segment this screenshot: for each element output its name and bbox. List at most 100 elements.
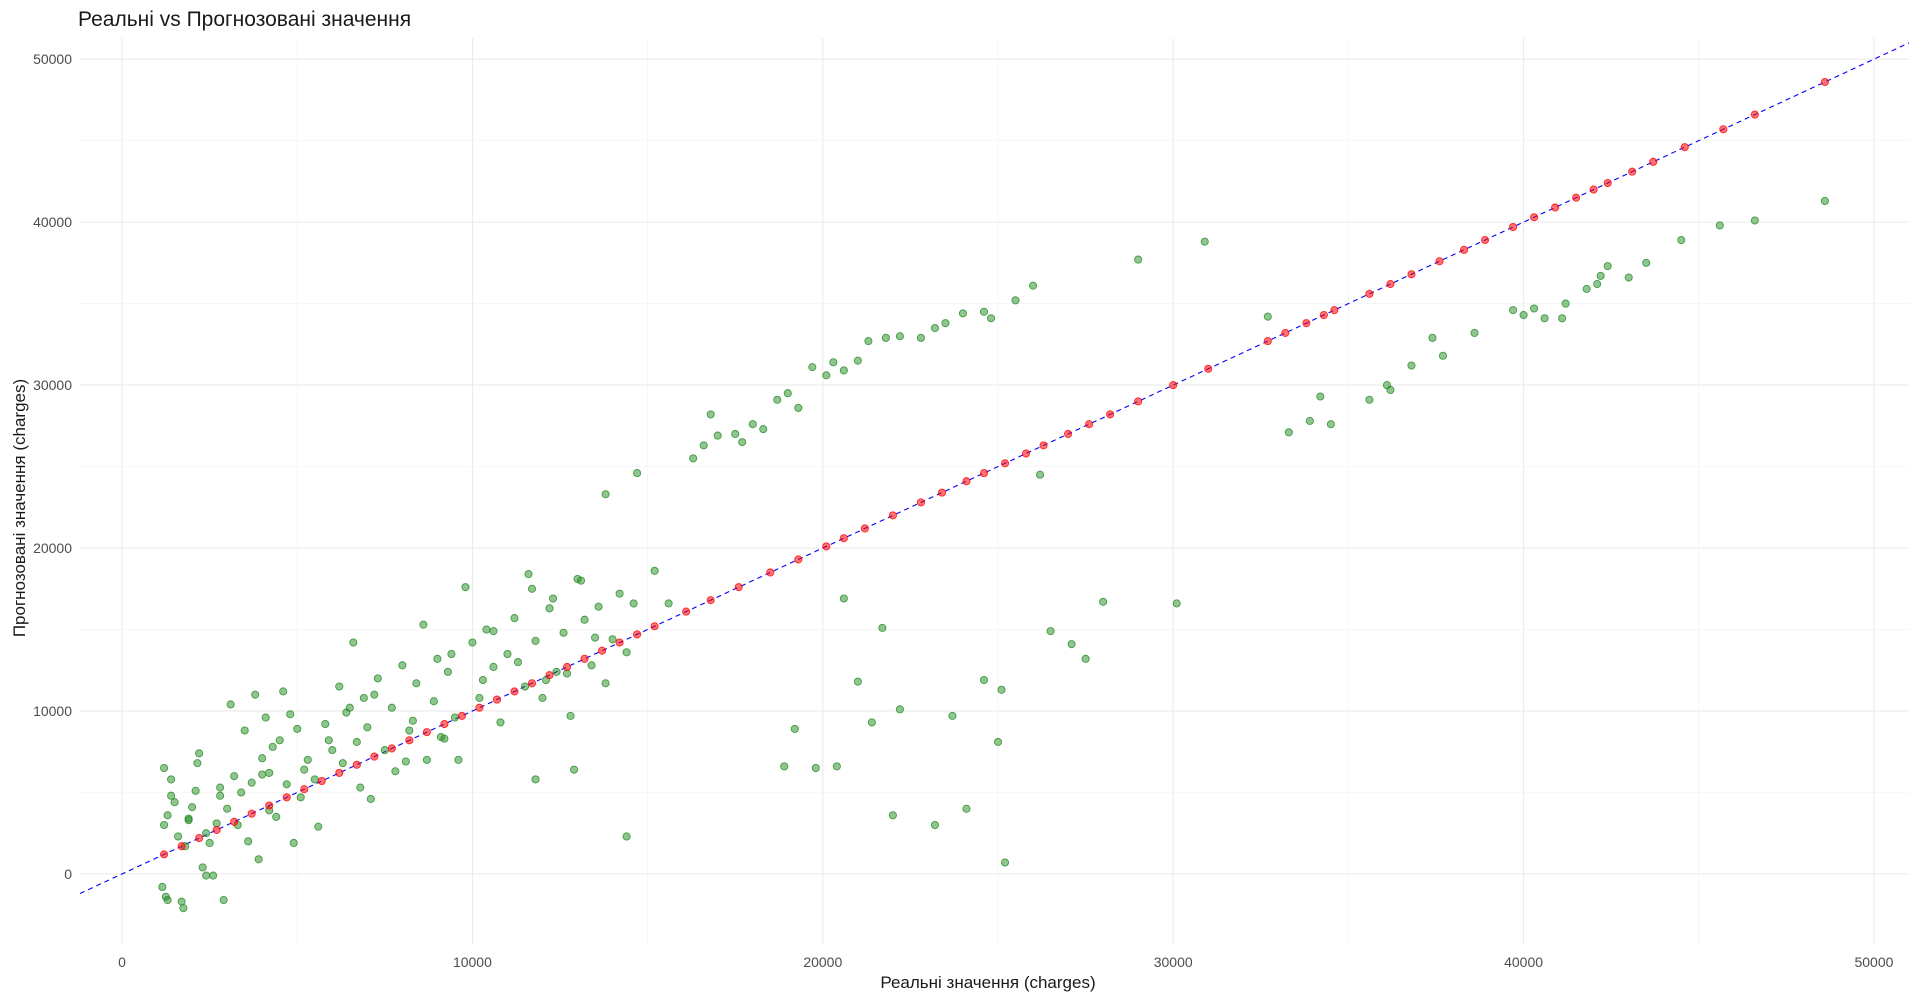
x-tick-label: 40000	[1504, 954, 1543, 970]
point-green	[780, 762, 789, 771]
point-green	[601, 679, 610, 688]
point-green	[888, 811, 897, 820]
point-green	[216, 783, 225, 792]
point-red	[1064, 429, 1073, 439]
point-green	[1305, 416, 1314, 425]
point-green	[205, 838, 214, 848]
point-red	[794, 555, 803, 564]
point-green	[163, 811, 172, 820]
point-green	[731, 429, 740, 439]
point-green	[941, 319, 950, 328]
chart-title: Реальні vs Прогнозовані значення	[78, 8, 411, 31]
point-red	[1407, 270, 1416, 279]
points-layer	[158, 77, 1829, 913]
point-red	[562, 662, 572, 672]
point-red	[1750, 110, 1759, 119]
point-red	[1263, 337, 1272, 346]
point-red	[335, 768, 344, 777]
point-green	[447, 649, 456, 658]
point-green	[443, 667, 452, 676]
point-red	[1589, 185, 1598, 194]
point-red	[1365, 289, 1374, 298]
point-green	[822, 371, 831, 380]
point-green	[366, 794, 375, 804]
point-red	[1000, 459, 1010, 468]
point-green	[324, 736, 333, 745]
point-green	[293, 724, 302, 733]
point-green	[958, 309, 968, 318]
point-red	[1509, 222, 1518, 232]
point-green	[254, 855, 263, 864]
point-red	[734, 583, 743, 592]
point-green	[1509, 306, 1518, 315]
x-tick-label: 50000	[1854, 954, 1893, 970]
point-green	[566, 711, 575, 720]
point-red	[195, 834, 204, 843]
point-red	[1386, 280, 1395, 289]
point-green	[1558, 314, 1567, 323]
point-green	[979, 307, 989, 316]
point-red	[352, 760, 361, 769]
point-green	[839, 594, 848, 603]
x-tick-label: 10000	[453, 954, 492, 970]
point-green	[916, 333, 925, 342]
point-green	[1035, 470, 1045, 479]
point-red	[1106, 410, 1115, 419]
point-green	[370, 690, 379, 699]
x-axis-ticks: 0 10000 20000 30000 40000 50000	[118, 954, 1893, 970]
point-green	[198, 863, 207, 872]
point-red	[1319, 310, 1328, 320]
point-green	[576, 576, 586, 585]
point-green	[895, 705, 904, 714]
point-green	[191, 786, 200, 795]
point-green	[1519, 310, 1528, 320]
y-tick-label: 20000	[33, 540, 72, 556]
point-red	[177, 842, 186, 851]
point-green	[1596, 271, 1605, 280]
point-green	[289, 838, 298, 848]
point-green	[545, 604, 554, 613]
point-green	[580, 615, 589, 624]
point-green	[356, 783, 365, 792]
point-green	[633, 469, 642, 478]
point-green	[979, 675, 989, 685]
point-green	[531, 636, 540, 645]
point-green	[373, 674, 382, 683]
point-green	[591, 633, 600, 642]
point-green	[808, 363, 817, 372]
point-green	[244, 837, 253, 846]
point-green	[538, 693, 547, 702]
point-green	[993, 737, 1003, 746]
point-green	[461, 583, 470, 592]
point-green	[853, 356, 862, 365]
point-red	[1680, 143, 1689, 152]
point-green	[773, 395, 782, 404]
point-green	[615, 589, 624, 598]
point-red	[888, 511, 897, 520]
point-green	[1715, 221, 1724, 230]
point-green	[622, 832, 631, 841]
point-red	[1039, 441, 1048, 450]
point-green	[1316, 392, 1325, 401]
point-green	[237, 788, 246, 797]
point-green	[440, 734, 449, 743]
point-red	[545, 671, 554, 680]
point-red	[317, 777, 326, 786]
point-green	[216, 791, 225, 800]
point-green	[629, 599, 638, 608]
point-green	[219, 895, 228, 905]
point-green	[468, 638, 477, 647]
point-green	[1561, 299, 1570, 308]
point-red	[405, 736, 414, 745]
point-red	[1169, 381, 1178, 390]
point-green	[650, 566, 659, 575]
point-red	[510, 687, 519, 696]
point-green	[689, 454, 698, 463]
point-green	[405, 726, 414, 735]
point-red	[962, 477, 971, 486]
point-green	[174, 832, 183, 841]
point-green	[1428, 333, 1437, 342]
point-green	[738, 438, 747, 447]
point-green	[261, 713, 270, 722]
point-green	[1593, 280, 1602, 289]
